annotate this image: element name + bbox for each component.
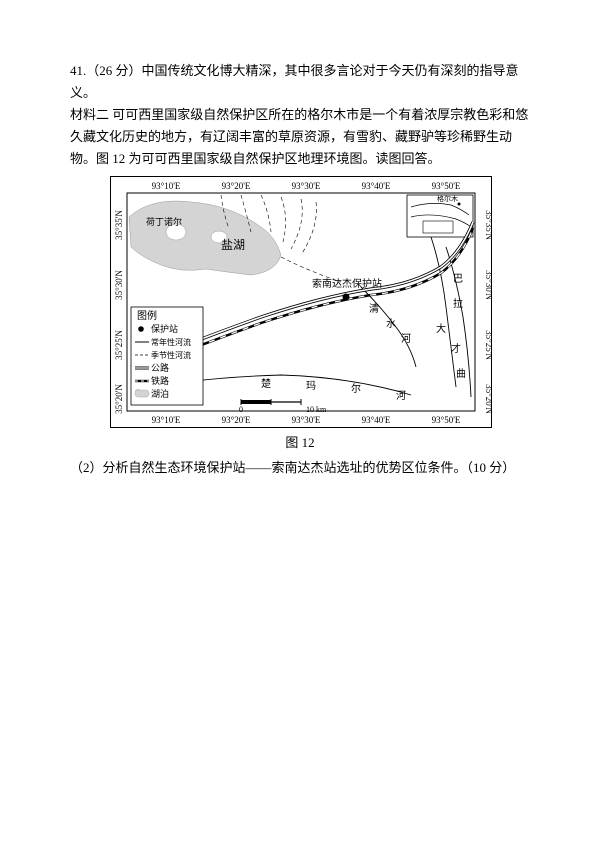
lat-l-1: 35°30'N (114, 270, 124, 300)
legend-1: 常年性河流 (151, 337, 191, 347)
q-number: 41. (70, 63, 86, 78)
map-figure: 93°10'E 93°20'E 93°30'E 93°40'E 93°50'E … (110, 176, 490, 428)
legend-box: 图例 保护站 常年性河流 季节性河流 公路 铁路 (131, 307, 203, 405)
material-paragraph: 材料二 可可西里国家级自然保护区所在的格尔木市是一个有着浓厚宗教色彩和悠久藏文化… (70, 104, 530, 170)
q-points: （26 分） (86, 63, 141, 78)
station-dot (343, 294, 350, 301)
lon-bot-1: 93°20'E (222, 415, 251, 425)
svg-text:清: 清 (369, 302, 379, 315)
map-svg: 93°10'E 93°20'E 93°30'E 93°40'E 93°50'E … (110, 176, 492, 428)
svg-text:拉: 拉 (453, 297, 463, 310)
lat-r-3: 35°20'N (484, 385, 492, 415)
lon-top-2: 93°30'E (292, 181, 321, 191)
svg-text:巴: 巴 (453, 273, 463, 285)
svg-text:河: 河 (396, 390, 406, 402)
lon-bot-0: 93°10'E (152, 415, 181, 425)
exam-page: 41.（26 分）中国传统文化博大精深，其中很多言论对于今天仍有深刻的指导意义。… (0, 0, 600, 479)
inset-label: 格尔木 (437, 194, 458, 203)
legend-2: 季节性河流 (151, 350, 191, 360)
svg-text:大: 大 (436, 322, 446, 335)
svg-text:尔: 尔 (351, 382, 361, 395)
lat-r-2: 35°25'N (484, 331, 492, 361)
legend-3: 公路 (151, 362, 169, 373)
lon-bot-4: 93°50'E (432, 415, 461, 425)
svg-text:河: 河 (401, 333, 411, 345)
figure-caption: 图 12 (70, 432, 530, 454)
svg-text:才: 才 (451, 342, 461, 355)
lat-l-2: 35°25'N (114, 330, 124, 360)
question-intro: 41.（26 分）中国传统文化博大精深，其中很多言论对于今天仍有深刻的指导意义。 (70, 60, 530, 104)
sub-question-2: （2）分析自然生态环境保护站——索南达杰站选址的优势区位条件。（10 分） (70, 457, 530, 479)
legend-4: 铁路 (151, 375, 169, 386)
material-body: 可可西里国家级自然保护区所在的格尔木市是一个有着浓厚宗教色彩和悠久藏文化历史的地… (70, 107, 528, 166)
material-label: 材料二 (70, 107, 109, 122)
inset-map: 格尔木 (407, 194, 473, 237)
station-label: 索南达杰保护站 (312, 277, 382, 290)
place1-label: 荷丁诺尔 (146, 216, 182, 227)
lat-l-0: 35°35'N (114, 210, 124, 240)
lon-top-3: 93°40'E (362, 181, 391, 191)
lake-label: 盐湖 (221, 237, 245, 252)
lat-l-3: 35°20'N (114, 384, 124, 414)
legend-title: 图例 (137, 309, 157, 322)
lat-r-1: 35°30'N (484, 271, 492, 301)
svg-text:水: 水 (386, 318, 396, 330)
legend-0: 保护站 (151, 323, 178, 334)
svg-text:0: 0 (239, 405, 243, 414)
svg-text:楚: 楚 (261, 377, 271, 390)
lat-r-0: 35°35'N (484, 211, 492, 241)
svg-text:曲: 曲 (456, 368, 466, 380)
lon-bot-3: 93°40'E (362, 415, 391, 425)
lon-bot-2: 93°30'E (292, 415, 321, 425)
lon-top-4: 93°50'E (432, 181, 461, 191)
svg-text:10 km: 10 km (306, 405, 327, 414)
lon-top-0: 93°10'E (152, 181, 181, 191)
lon-top-1: 93°20'E (222, 181, 251, 191)
svg-text:玛: 玛 (306, 380, 316, 392)
legend-5: 湖泊 (151, 389, 169, 399)
